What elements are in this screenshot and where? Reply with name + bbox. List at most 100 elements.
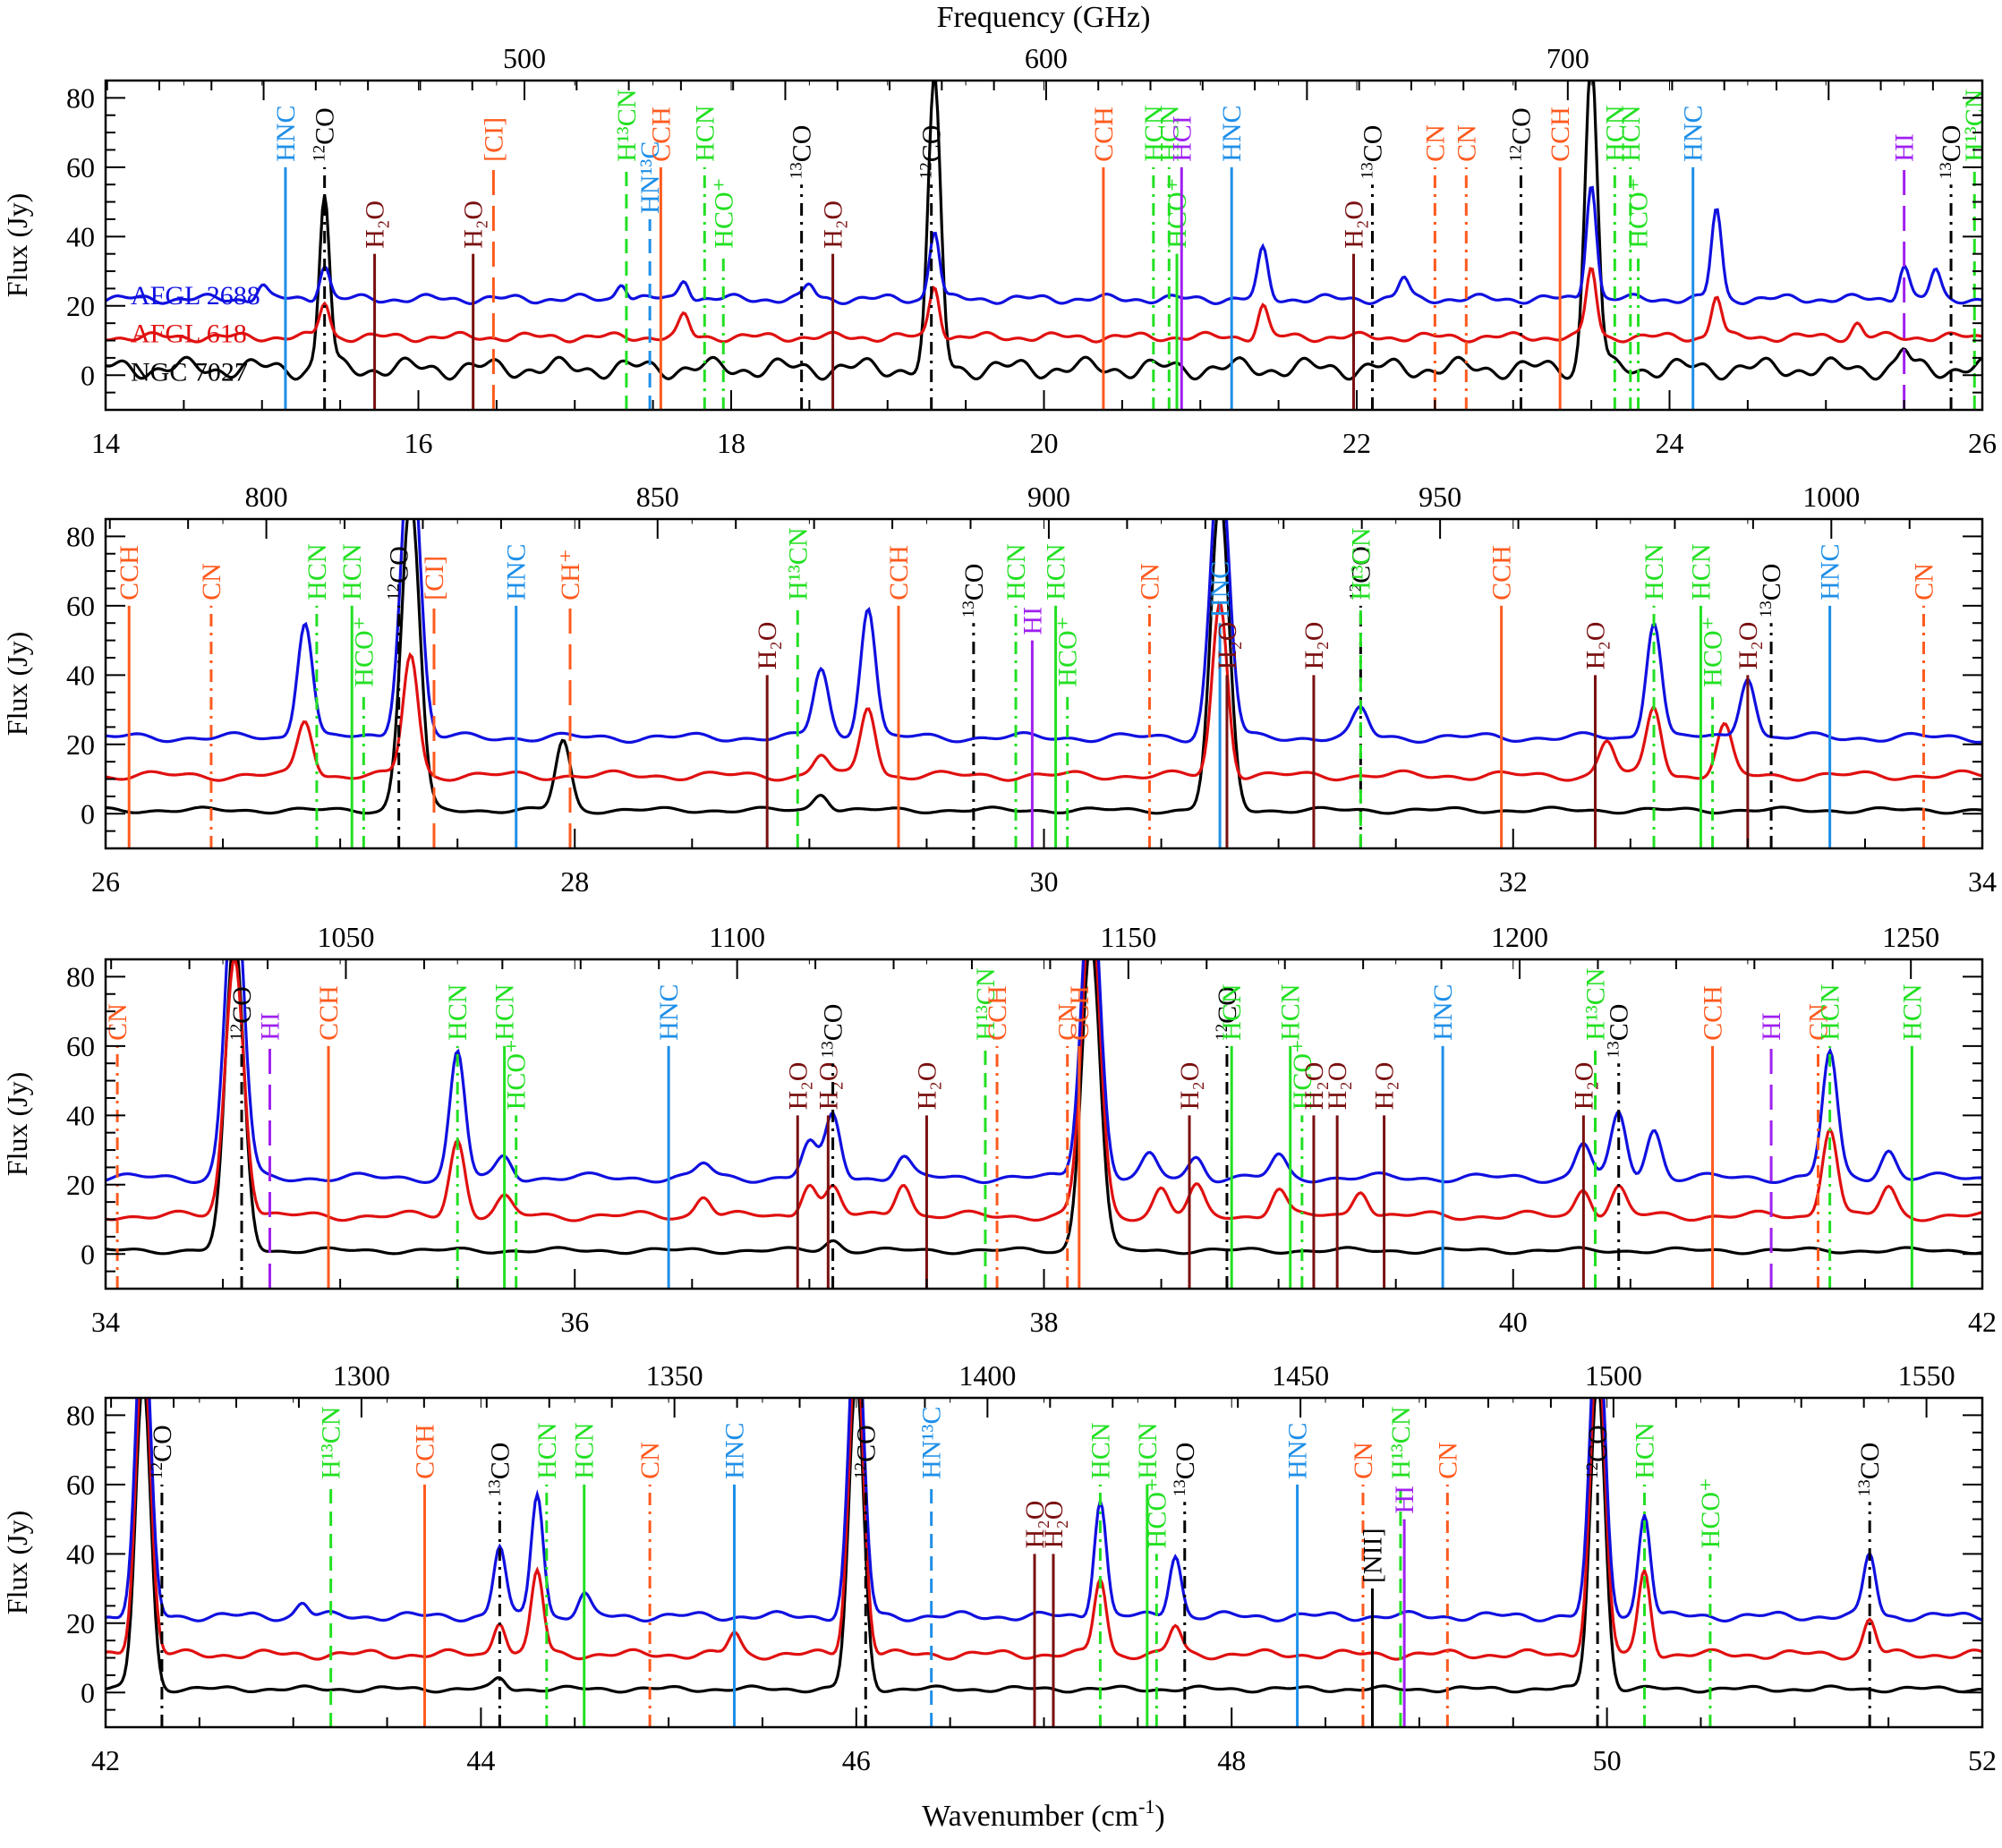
line-label: CN bbox=[635, 1442, 665, 1479]
x-tick-label: 18 bbox=[717, 427, 745, 459]
top-tick-label: 850 bbox=[636, 481, 679, 513]
line-label: 12CO bbox=[1583, 1425, 1613, 1479]
y-tick-label: 60 bbox=[66, 590, 95, 622]
line-label: CN bbox=[197, 563, 226, 600]
top-tick-label: 1200 bbox=[1491, 921, 1548, 953]
y-tick-label: 20 bbox=[66, 1607, 95, 1639]
line-label: H¹³CN bbox=[971, 968, 1001, 1041]
y-axis-label: Flux (Jy) bbox=[1, 1511, 33, 1614]
top-tick-label: 1400 bbox=[958, 1359, 1016, 1392]
series-ngc-7027-panel-3 bbox=[106, 959, 1982, 1256]
line-label: CCH bbox=[884, 545, 914, 600]
line-label: H₂O bbox=[819, 200, 848, 249]
panel-frame bbox=[104, 1396, 1984, 1729]
line-label: H₂O bbox=[1175, 1062, 1205, 1111]
line-label: HNC bbox=[1816, 543, 1845, 600]
line-label: CN bbox=[1420, 124, 1450, 162]
y-tick-label: 20 bbox=[66, 290, 95, 322]
line-label: HCN bbox=[490, 984, 520, 1040]
x-tick-label: 38 bbox=[1030, 1306, 1059, 1338]
line-label: 13CO bbox=[959, 564, 989, 618]
line-label: 12CO bbox=[385, 546, 414, 600]
y-tick-label: 0 bbox=[81, 797, 95, 830]
series-afgl-2688-panel-2 bbox=[106, 519, 1982, 745]
y-tick-label: 40 bbox=[66, 1099, 95, 1131]
line-label: CN bbox=[1349, 1442, 1378, 1479]
y-axis-label: Flux (Jy) bbox=[1, 632, 33, 736]
line-label: CCH bbox=[1487, 545, 1517, 600]
y-tick-label: 80 bbox=[66, 81, 95, 114]
y-tick-label: 0 bbox=[81, 359, 95, 391]
series-afgl-618-panel-2 bbox=[106, 600, 1982, 782]
line-label: CCH bbox=[1546, 106, 1575, 162]
y-tick-label: 20 bbox=[66, 1169, 95, 1201]
line-label: 12CO bbox=[311, 107, 340, 162]
x-tick-label: 44 bbox=[466, 1744, 495, 1776]
line-label: H¹³CN bbox=[317, 1407, 346, 1479]
x-tick-label: 50 bbox=[1593, 1744, 1622, 1776]
line-label: H₂O bbox=[1580, 622, 1610, 670]
line-label: H¹³CN bbox=[612, 89, 642, 162]
line-label: HCN bbox=[1276, 984, 1306, 1040]
bottom-axis-title: Wavenumber (cm-1) bbox=[922, 1795, 1164, 1833]
x-tick-label: 40 bbox=[1499, 1306, 1528, 1338]
line-label: H¹³CN bbox=[783, 528, 813, 600]
x-tick-label: 16 bbox=[405, 427, 433, 459]
line-label: H₂O bbox=[1569, 1062, 1598, 1111]
line-label: HCN bbox=[443, 984, 473, 1040]
line-label: HNC bbox=[271, 105, 301, 161]
line-label: HCI bbox=[1167, 115, 1197, 162]
top-tick-label: 500 bbox=[503, 42, 546, 74]
y-tick-label: 0 bbox=[81, 1238, 95, 1270]
legend-afgl-618: AFGL 618 bbox=[131, 319, 247, 349]
line-label: CN bbox=[1452, 124, 1481, 162]
x-tick-label: 34 bbox=[91, 1306, 120, 1338]
series-ngc-7027-panel-1 bbox=[106, 81, 1982, 381]
line-label: H¹³CN bbox=[1580, 968, 1610, 1041]
line-label: HI bbox=[1890, 133, 1920, 162]
line-label: 13CO bbox=[819, 1004, 848, 1059]
line-label: HCO⁺ bbox=[1699, 616, 1728, 686]
line-label: H₂O bbox=[1213, 622, 1242, 670]
line-label: CH⁺ bbox=[556, 549, 585, 600]
line-label: H₂O bbox=[783, 1062, 813, 1111]
line-label: HI bbox=[1018, 607, 1047, 635]
line-label: H₂O bbox=[459, 200, 489, 249]
x-tick-label: 22 bbox=[1342, 427, 1371, 459]
line-label: HI bbox=[1757, 1012, 1786, 1041]
y-tick-label: 40 bbox=[66, 220, 95, 252]
y-tick-label: 80 bbox=[66, 1399, 95, 1431]
legend-afgl-2688: AFGL 2688 bbox=[131, 281, 260, 311]
top-tick-label: 1250 bbox=[1882, 921, 1939, 953]
line-label: H₂O bbox=[1370, 1062, 1400, 1111]
line-label: HCO⁺ bbox=[1696, 1478, 1725, 1548]
line-label: H₂O bbox=[361, 200, 390, 249]
line-label: CN bbox=[1804, 1003, 1834, 1041]
line-label: H₂O bbox=[1323, 1062, 1352, 1111]
line-label: CN bbox=[103, 1003, 132, 1041]
line-label: 13CO bbox=[1937, 125, 1966, 180]
top-tick-label: 800 bbox=[245, 481, 288, 513]
line-label: H₂O bbox=[753, 622, 782, 670]
line-label: HNC bbox=[1205, 561, 1235, 617]
series-afgl-2688-panel-4 bbox=[106, 1398, 1982, 1623]
top-tick-label: 1350 bbox=[646, 1359, 703, 1392]
series-afgl-618-panel-3 bbox=[106, 959, 1982, 1222]
x-tick-label: 20 bbox=[1030, 427, 1059, 459]
series-ngc-7027-panel-4 bbox=[106, 1398, 1982, 1694]
line-label: CCH bbox=[1699, 985, 1728, 1041]
line-label: CN bbox=[1433, 1442, 1462, 1479]
line-label: HCO⁺ bbox=[502, 1039, 532, 1110]
line-label: HCN bbox=[1217, 984, 1247, 1040]
line-label: 12CO bbox=[227, 986, 257, 1041]
x-tick-label: 26 bbox=[1968, 427, 1997, 459]
line-label: 13CO bbox=[788, 125, 817, 180]
line-label: 12CO bbox=[1506, 107, 1536, 162]
line-label: CN bbox=[1135, 563, 1164, 600]
top-tick-label: 1550 bbox=[1898, 1359, 1955, 1392]
line-label: HNC bbox=[1428, 984, 1458, 1040]
y-tick-label: 60 bbox=[66, 151, 95, 183]
